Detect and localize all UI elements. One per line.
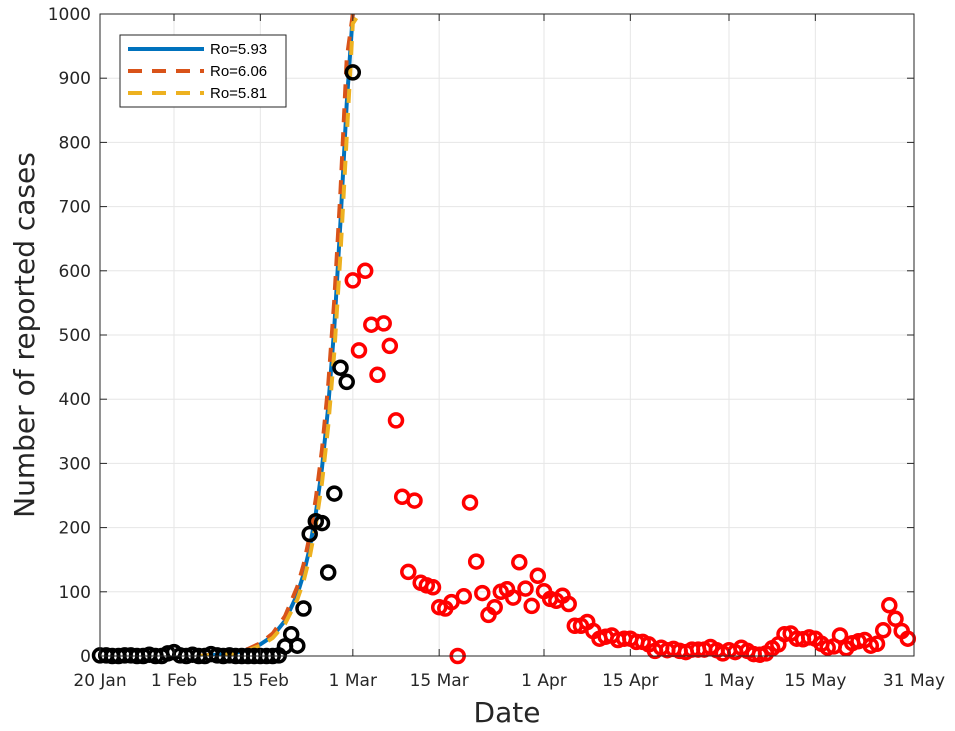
- data-point: [344, 272, 362, 289]
- data-point: [461, 494, 479, 511]
- data-point: [387, 412, 405, 429]
- y-tick-label: 100: [59, 583, 91, 603]
- data-point: [313, 514, 331, 532]
- y-tick-label: 500: [59, 326, 91, 346]
- y-tick-label: 700: [59, 198, 91, 218]
- x-tick-label: 15 Mar: [410, 671, 469, 691]
- legend: Ro=5.93 Ro=6.06 Ro=5.81: [119, 34, 287, 108]
- data-point: [369, 366, 386, 384]
- y-axis-title: Number of reported cases: [8, 152, 41, 518]
- data-point: [874, 622, 892, 639]
- x-tick-label: 15 Apr: [602, 671, 658, 691]
- x-tick-label: 15 May: [784, 671, 846, 691]
- data-point: [326, 485, 343, 502]
- data-point: [511, 554, 528, 571]
- x-tick-label: 1 May: [703, 671, 754, 691]
- data-point: [523, 597, 540, 615]
- data-point: [474, 584, 491, 602]
- data-point: [868, 635, 886, 653]
- data-point: [486, 598, 503, 616]
- y-tick-label: 400: [59, 390, 91, 410]
- x-axis-title: Date: [474, 696, 541, 729]
- x-tick-label: 1 Mar: [329, 671, 377, 691]
- data-point: [350, 342, 368, 359]
- x-tick-label: 20 Jan: [73, 671, 126, 691]
- data-point: [881, 597, 898, 614]
- y-tick-label: 600: [59, 262, 91, 282]
- data-point: [455, 588, 473, 605]
- data-point: [381, 337, 399, 355]
- data-point: [400, 563, 417, 581]
- data-point: [504, 589, 522, 606]
- x-axis: 20 Jan 1 Feb 15 Feb 1 Mar 15 Mar 1 Apr 15 Apr 1…: [73, 14, 945, 691]
- data-point: [517, 580, 534, 597]
- y-tick-label: 1000: [48, 5, 91, 25]
- y-tick-label: 900: [59, 69, 91, 89]
- data-point: [375, 315, 392, 332]
- data-point: [560, 595, 577, 613]
- legend-label: Ro=5.81: [210, 85, 267, 102]
- legend-label: Ro=6.06: [210, 63, 267, 80]
- data-point: [295, 600, 312, 617]
- data-point: [332, 359, 349, 376]
- y-tick-label: 200: [59, 519, 91, 539]
- legend-label: Ro=5.93: [210, 41, 267, 58]
- data-point: [406, 492, 423, 509]
- y-tick-label: 800: [59, 133, 91, 153]
- data-point: [831, 627, 849, 644]
- data-point: [529, 567, 547, 585]
- y-tick-label: 300: [59, 454, 91, 474]
- data-point: [467, 553, 485, 570]
- series-line: [198, 14, 361, 656]
- data-markers: [91, 64, 917, 665]
- data-point: [289, 637, 306, 654]
- data-point: [319, 564, 337, 581]
- data-point: [344, 64, 362, 81]
- data-point: [301, 525, 318, 543]
- data-point: [887, 610, 904, 628]
- y-axis: 0 100 200 300 400 500 600 700 800 900 1000: [48, 5, 914, 667]
- y-tick-label: 0: [80, 647, 91, 667]
- data-point: [424, 579, 442, 596]
- x-tick-label: 15 Feb: [232, 671, 289, 691]
- data-point: [356, 262, 374, 280]
- series-line: [198, 14, 355, 656]
- x-tick-label: 1 Feb: [151, 671, 197, 691]
- data-point: [338, 373, 355, 391]
- x-tick-label: 1 Apr: [521, 671, 567, 691]
- x-tick-label: 31 May: [883, 671, 945, 691]
